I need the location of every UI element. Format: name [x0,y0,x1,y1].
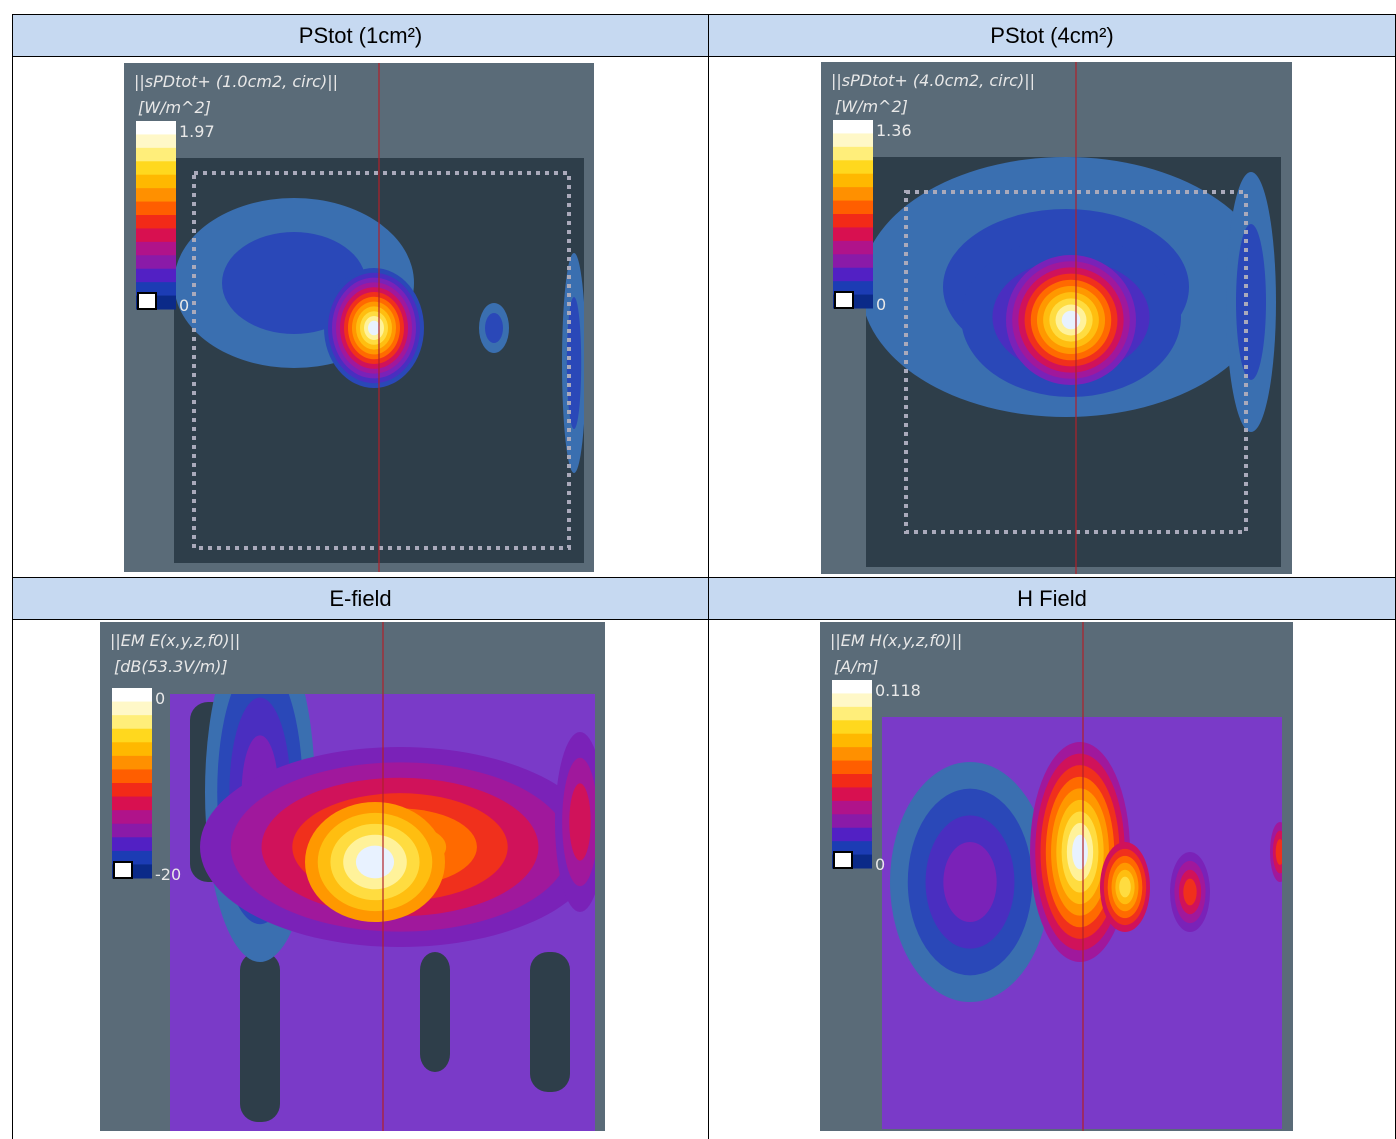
contours [866,157,1276,432]
colorbar-band [833,227,873,242]
colorbar-band [832,720,872,735]
colorbar-band [833,240,873,255]
colorbar-band [136,215,176,229]
scale-min: 0 [179,296,189,315]
contour [240,952,280,1122]
scale-max: 1.97 [179,122,215,141]
colorbar-band [832,706,872,721]
contour [1275,839,1282,865]
scale-icon [834,291,854,309]
scale-max: 1.36 [876,121,912,140]
colorbar-band [112,783,152,798]
colorbar-band [832,800,872,815]
colorbar-band [833,267,873,282]
contour [1119,876,1131,898]
contour [566,297,582,429]
colorbar-band [832,693,872,708]
colorbar-band [112,823,152,838]
scale-min: 0 [876,295,886,314]
contour [1183,878,1197,906]
colorbar-band [833,120,873,134]
field-plot: ||EM E(x,y,z,f0)|| [dB(53.3V/m)] 0 -20 [100,622,605,1131]
colorbar-band [833,173,873,188]
contour [1061,310,1081,330]
contour [485,313,503,343]
scale-min: -20 [155,865,181,884]
colorbar-band [832,680,872,694]
contour [355,845,395,879]
scale-icon [833,851,853,869]
colorbar-band [136,255,176,270]
colorbar-band [136,201,176,216]
colorbar-band [112,742,152,757]
contour [368,320,380,336]
colorbar-band [112,715,152,730]
colorbar-band [136,268,176,283]
scale-icon [137,292,157,310]
contour [943,842,997,922]
colorbar-band [112,796,152,811]
plot-unit: [A/m] [834,657,878,676]
field-plot: ||EM H(x,y,z,f0)|| [A/m] 0.118 0 [820,622,1293,1131]
scale-icon [113,861,133,879]
colorbar-band [832,814,872,829]
scale-max: 0.118 [875,681,921,700]
colorbar-band [833,160,873,175]
contour [569,783,591,861]
outline [192,171,571,550]
colorbar-band [833,187,873,202]
colorbar-band [136,147,176,162]
colorbar-band [136,241,176,256]
header-cell: PStot (1cm²) [12,14,709,57]
colorbar-band [832,747,872,762]
plot-unit: [W/m^2] [138,98,211,117]
contour [1236,224,1266,380]
colorbar-band [136,134,176,149]
plot-title: ||sPDtot+ (1.0cm2, circ)|| [134,72,338,91]
contours [174,198,584,473]
header-cell: E-field [12,577,709,620]
colorbar-band [832,760,872,775]
colorbar-band [832,733,872,748]
colorbar-band [112,769,152,784]
colorbar-band [832,787,872,802]
colorbar-band [136,188,176,203]
contours [890,742,1282,1002]
colorbar-band [832,827,872,842]
contour [420,952,450,1072]
colorbar-band [112,728,152,743]
contours [190,694,595,1122]
contour [530,952,570,1092]
colorbar-band [136,174,176,189]
colorbar-band [112,810,152,825]
colorbar-band [136,228,176,243]
plot-title: ||EM H(x,y,z,f0)|| [830,631,962,650]
colorbar-band [136,161,176,176]
plot-unit: [W/m^2] [835,97,908,116]
colorbar-band [112,701,152,716]
colorbar-band [136,121,176,135]
scale-min: 0 [875,855,885,874]
field-plot: ||sPDtot+ (4.0cm2, circ)|| [W/m^2] 1.36 0 [821,62,1292,574]
colorbar-band [833,214,873,228]
colorbar-band [112,755,152,770]
header-cell: PStot (4cm²) [708,14,1396,57]
contour [1072,834,1088,870]
colorbar-band [832,774,872,788]
colorbar-band [833,200,873,215]
scale-max: 0 [155,689,165,708]
plot-title: ||EM E(x,y,z,f0)|| [110,631,240,650]
header-cell: H Field [708,577,1396,620]
field-plot: ||sPDtot+ (1.0cm2, circ)|| [W/m^2] 1.97 0 [124,63,594,572]
colorbar-band [833,133,873,148]
colorbar-band [112,688,152,703]
plot-unit: [dB(53.3V/m)] [114,657,228,676]
colorbar-band [833,254,873,269]
colorbar-band [833,146,873,161]
plot-title: ||sPDtot+ (4.0cm2, circ)|| [831,71,1035,90]
colorbar-band [112,837,152,852]
